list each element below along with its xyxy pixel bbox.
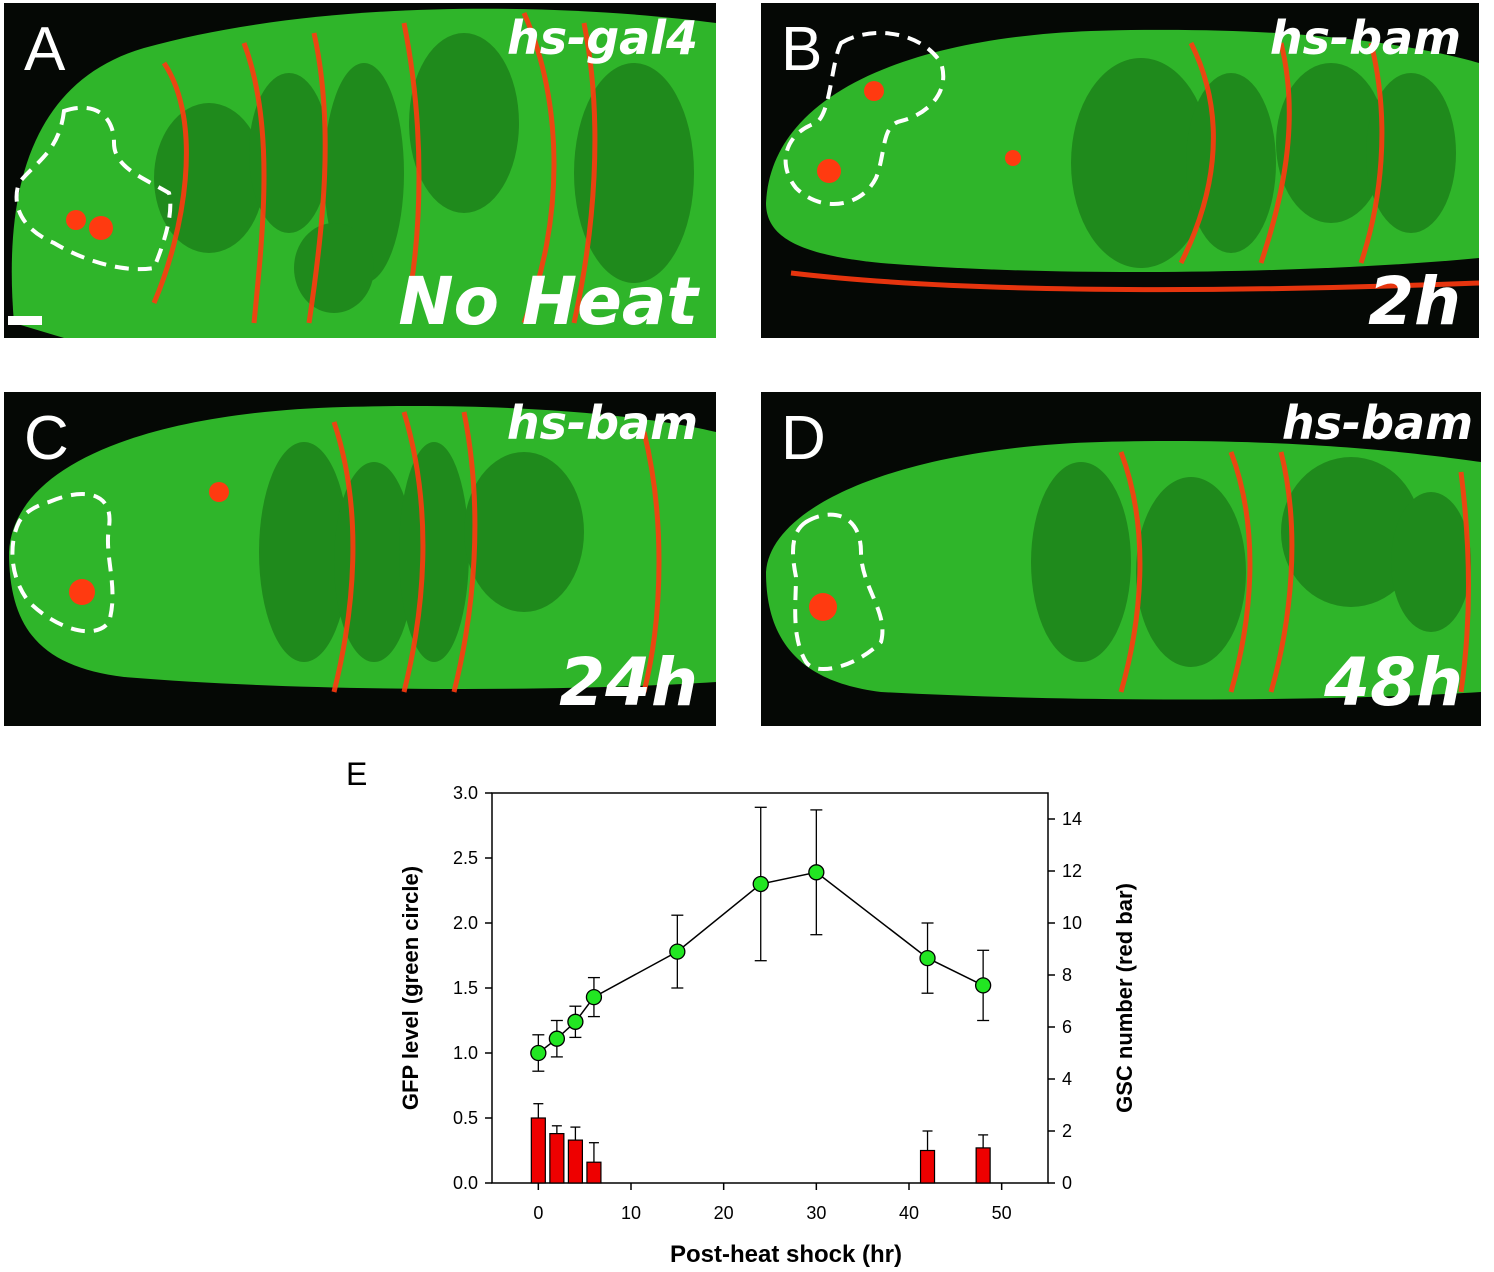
y-axis-label: GFP level (green circle) [398, 866, 423, 1110]
y2-tick-label: 6 [1062, 1017, 1072, 1037]
panel-condition-d: 48h [1324, 644, 1463, 721]
panel-letter-e: E [346, 756, 368, 792]
gfp-point [752, 875, 769, 893]
ovary-micrograph-a [11, 8, 716, 338]
y2-tick-label: 12 [1062, 861, 1082, 881]
gsc-bar [975, 1147, 991, 1184]
panel-genotype-a: hs-gal4 [507, 11, 698, 65]
x-tick-label: 10 [621, 1203, 641, 1223]
gsc-bar [919, 1149, 936, 1184]
y-tick-label: 1.0 [453, 1043, 478, 1063]
y-tick-label: 1.5 [453, 978, 478, 998]
gfp-point [808, 864, 825, 881]
ovary-micrograph-c [9, 406, 716, 693]
y-tick-label: 2.5 [453, 848, 478, 868]
gfp-point [567, 1013, 584, 1030]
x-tick-label: 0 [533, 1203, 543, 1223]
gsc-bar [567, 1139, 584, 1184]
y-tick-label: 2.0 [453, 913, 478, 933]
gfp-point [548, 1030, 566, 1047]
gfp-point [585, 988, 603, 1006]
plot-frame [491, 792, 1049, 1184]
panel-genotype-c: hs-bam [506, 396, 698, 450]
gfp-point [669, 943, 686, 960]
gsc-bar [549, 1132, 565, 1184]
y2-tick-label: 14 [1062, 809, 1082, 829]
micrograph-panel-b: B hs-bam 2h [761, 3, 1479, 338]
panel-letter-b: B [781, 15, 823, 84]
y2-tick-label: 0 [1062, 1173, 1072, 1193]
panel-condition-b: 2h [1368, 263, 1461, 338]
y-tick-label: 0.5 [453, 1108, 478, 1128]
panel-condition-a: No Heat [398, 263, 698, 338]
y-tick-label: 0.0 [453, 1173, 478, 1193]
x-tick-label: 50 [992, 1203, 1012, 1223]
y2-tick-label: 2 [1062, 1121, 1072, 1141]
gfp-gsc-chart: 0 10 20 30 40 50 0.0 0.5 1.0 1.5 2.0 2.5 3.0 0 2 4 6 8 10 1… [398, 783, 1137, 1268]
ovary-micrograph-b [766, 29, 1479, 293]
micrograph-panel-c: C hs-bam 24h [4, 392, 716, 726]
micrograph-panel-a: A hs-gal4 No Heat [4, 3, 716, 338]
micrograph-panel-d: D hs-bam 48h [761, 392, 1481, 726]
ovary-micrograph-d [766, 441, 1481, 700]
gfp-point [530, 1044, 547, 1062]
gfp-point [919, 949, 936, 967]
gsc-bar [530, 1117, 546, 1184]
x-tick-label: 20 [714, 1203, 734, 1223]
panel-condition-c: 24h [559, 644, 698, 721]
scale-bar [8, 316, 42, 325]
panel-letter-a: A [24, 15, 66, 84]
x-tick-label: 30 [806, 1203, 826, 1223]
panel-letter-c: C [24, 404, 69, 473]
y2-tick-label: 4 [1062, 1069, 1072, 1089]
gfp-point [974, 977, 992, 994]
y2-axis-label: GSC number (red bar) [1112, 883, 1137, 1113]
panel-genotype-d: hs-bam [1281, 396, 1473, 450]
x-tick-label: 40 [899, 1203, 919, 1223]
panel-genotype-b: hs-bam [1269, 11, 1461, 65]
gsc-bar [586, 1161, 602, 1184]
y-tick-label: 3.0 [453, 783, 478, 803]
y2-tick-label: 8 [1062, 965, 1072, 985]
panel-letter-d: D [781, 404, 826, 473]
y2-tick-label: 10 [1062, 913, 1082, 933]
x-axis-label: Post-heat shock (hr) [670, 1241, 902, 1268]
